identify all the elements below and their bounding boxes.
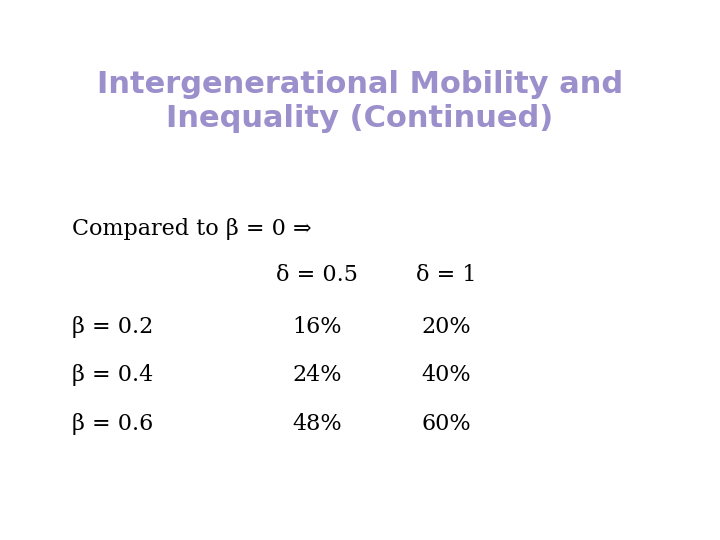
Text: 20%: 20% [422,316,471,338]
Text: Intergenerational Mobility and
Inequality (Continued): Intergenerational Mobility and Inequalit… [97,70,623,133]
Text: δ = 1: δ = 1 [416,265,477,286]
Text: β = 0.2: β = 0.2 [72,316,153,338]
Text: Compared to β = 0 ⇒: Compared to β = 0 ⇒ [72,219,312,240]
Text: β = 0.6: β = 0.6 [72,413,153,435]
Text: 24%: 24% [292,364,341,386]
Text: β = 0.4: β = 0.4 [72,364,153,386]
Text: δ = 0.5: δ = 0.5 [276,265,358,286]
Text: 40%: 40% [422,364,471,386]
Text: 16%: 16% [292,316,341,338]
Text: 60%: 60% [422,413,471,435]
Text: 48%: 48% [292,413,341,435]
